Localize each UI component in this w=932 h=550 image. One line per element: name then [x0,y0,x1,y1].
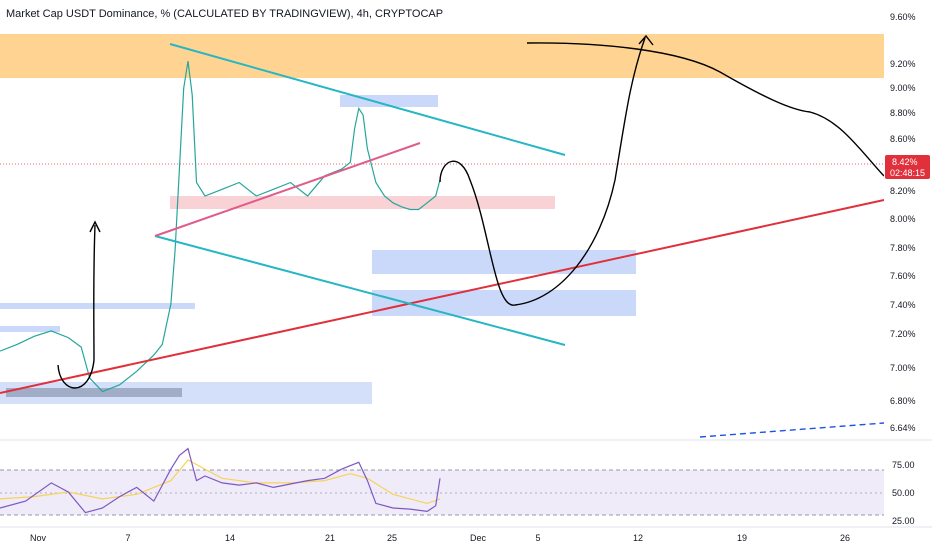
red-trendline [0,199,885,394]
blue-zone-mid-upper [372,250,636,274]
price-tick-label: 7.60% [890,271,916,281]
price-tick-label: 7.20% [890,329,916,339]
time-tick-label: Dec [470,533,487,543]
grey-zone-bottom [6,388,182,397]
rsi-band [0,470,884,515]
blue-zone-left-2 [0,326,60,332]
chart-title: Market Cap USDT Dominance, % (CALCULATED… [6,8,444,20]
price-tick-label: 6.64% [890,423,916,433]
price-tick-label: 7.00% [890,363,916,373]
time-tick-label: 5 [535,533,540,543]
time-tick-label: 25 [387,533,397,543]
price-series-line [0,61,441,393]
price-tick-label: 9.20% [890,59,916,69]
channel-upper-line [169,43,566,156]
drawing-projection-path [439,37,646,306]
price-tick-label: 9.00% [890,83,916,93]
price-tick-label: 8.80% [890,108,916,118]
price-tick-label: 7.80% [890,243,916,253]
price-tick-label: 8.20% [890,186,916,196]
price-tick-label: 8.00% [890,214,916,224]
price-tick-label: 8.60% [890,134,916,144]
price-tick-label: 9.60% [890,12,916,22]
time-tick-label: 12 [633,533,643,543]
current-price-value: 8.42% [892,157,918,167]
red-zone [170,196,555,209]
dashed-projection-line [699,422,885,438]
drawing-left-arrow [57,224,96,389]
rsi-line [0,447,441,514]
rsi-axis-ticks: 75.00 50.00 25.00 [892,460,915,526]
time-tick-label: 26 [840,533,850,543]
current-price-label: 8.42% 02:48:15 [885,155,930,179]
time-tick-label: 21 [325,533,335,543]
blue-zone-bottom [0,382,372,404]
drawing-top-curve [526,42,885,177]
time-axis-ticks: Nov 7 14 21 25 Dec 5 12 19 26 [30,533,850,543]
rsi-tick-label: 25.00 [892,516,915,526]
time-tick-label: 7 [125,533,130,543]
drawing-left-arrowhead [89,220,101,233]
time-tick-label: 19 [737,533,747,543]
price-tick-label: 7.40% [890,300,916,310]
blue-zone-left-1 [0,303,195,309]
time-tick-label: 14 [225,533,235,543]
rsi-tick-label: 75.00 [892,460,915,470]
current-price-countdown: 02:48:15 [890,168,925,178]
price-tick-label: 6.80% [890,396,916,406]
channel-lower-line [154,235,566,346]
time-tick-label: Nov [30,533,47,543]
supply-zone [0,34,884,78]
drawing-projection-arrowhead [638,34,654,46]
rsi-tick-label: 50.00 [892,488,915,498]
wedge-line [154,142,421,237]
rsi-ma-line [0,459,441,505]
price-axis-background [884,0,932,440]
